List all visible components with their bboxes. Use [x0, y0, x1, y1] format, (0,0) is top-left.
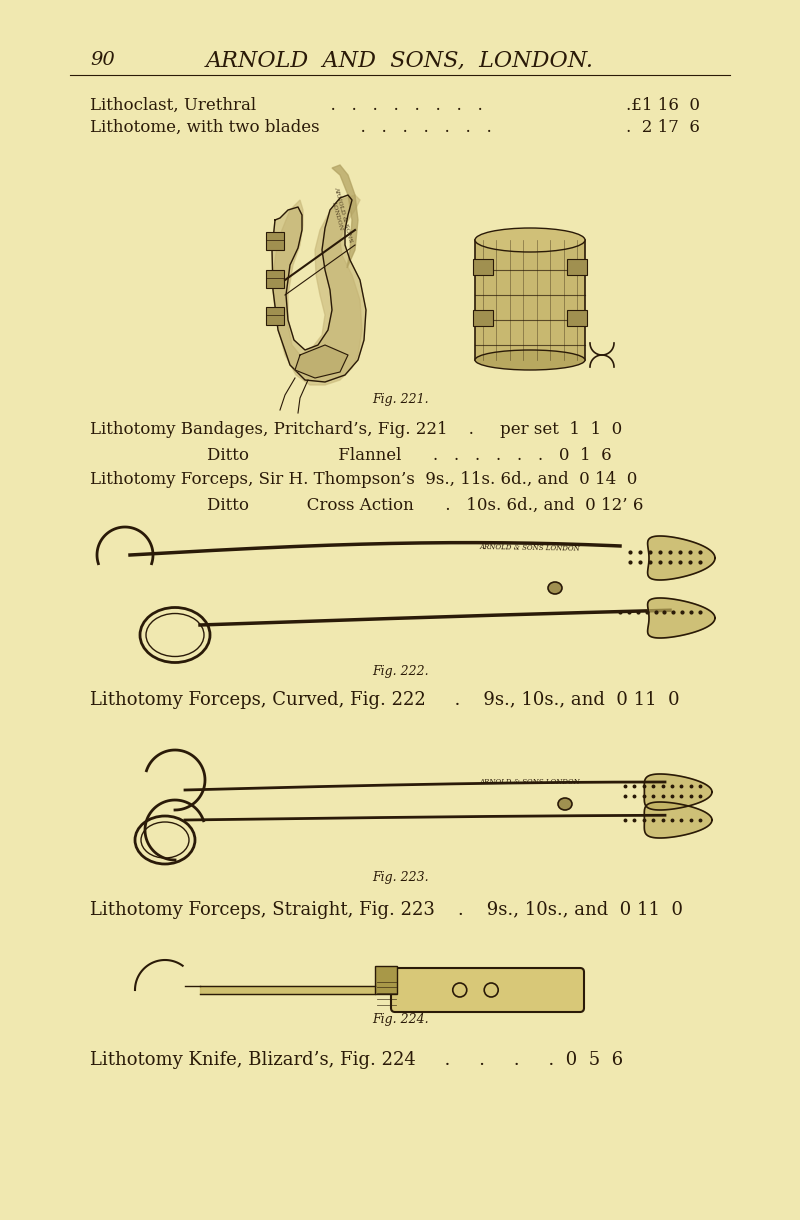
Text: Lithotome, with two blades: Lithotome, with two blades: [90, 118, 320, 135]
Polygon shape: [648, 598, 715, 638]
Bar: [567, 310, 587, 326]
Bar: [473, 310, 493, 326]
Polygon shape: [644, 802, 712, 838]
Text: ARNOLD & SONS
LONDON: ARNOLD & SONS LONDON: [327, 185, 353, 244]
Text: Fig. 224.: Fig. 224.: [372, 1014, 428, 1026]
Bar: [567, 259, 587, 274]
Polygon shape: [295, 345, 348, 378]
Text: Fig. 222.: Fig. 222.: [372, 665, 428, 678]
Bar: [475, 240, 585, 360]
Polygon shape: [332, 165, 358, 268]
Polygon shape: [272, 195, 362, 386]
Bar: [266, 232, 284, 250]
Text: Lithotomy Forceps, Straight, Fig. 223    .    9s., 10s., and  0 11  0: Lithotomy Forceps, Straight, Fig. 223 . …: [90, 902, 683, 919]
Text: Fig. 221.: Fig. 221.: [372, 394, 428, 406]
Ellipse shape: [475, 350, 585, 370]
Ellipse shape: [475, 228, 585, 253]
Bar: [375, 966, 397, 994]
Text: .   .   .   .   .   .   .: . . . . . . .: [350, 118, 492, 135]
FancyBboxPatch shape: [391, 967, 584, 1013]
Text: .£1 16  0: .£1 16 0: [626, 96, 700, 113]
Ellipse shape: [558, 798, 572, 810]
Text: 90: 90: [90, 51, 114, 70]
Bar: [266, 270, 284, 288]
Text: Lithotomy Bandages, Pritchard’s, Fig. 221    .     per set  1  1  0: Lithotomy Bandages, Pritchard’s, Fig. 22…: [90, 421, 622, 438]
Text: Lithotomy Knife, Blizard’s, Fig. 224     .     .     .     .  0  5  6: Lithotomy Knife, Blizard’s, Fig. 224 . .…: [90, 1050, 623, 1069]
Text: Ditto                 Flannel      .   .   .   .   .   .   0  1  6: Ditto Flannel . . . . . . 0 1 6: [165, 447, 612, 464]
Text: ARNOLD & SONS LONDON: ARNOLD & SONS LONDON: [480, 778, 580, 786]
Polygon shape: [648, 536, 715, 580]
Text: Lithotomy Forceps, Sir H. Thompson’s  9s., 11s. 6d., and  0 14  0: Lithotomy Forceps, Sir H. Thompson’s 9s.…: [90, 471, 638, 488]
Bar: [473, 259, 493, 274]
Polygon shape: [644, 773, 712, 810]
Text: .   .   .   .   .   .   .   .: . . . . . . . .: [320, 96, 482, 113]
Text: Ditto           Cross Action      .   10s. 6d., and  0 12’ 6: Ditto Cross Action . 10s. 6d., and 0 12’…: [165, 497, 643, 514]
Text: .  2 17  6: . 2 17 6: [626, 118, 700, 135]
Text: Lithotomy Forceps, Curved, Fig. 222     .    9s., 10s., and  0 11  0: Lithotomy Forceps, Curved, Fig. 222 . 9s…: [90, 691, 680, 709]
Text: Lithoclast, Urethral: Lithoclast, Urethral: [90, 96, 256, 113]
Bar: [266, 307, 284, 325]
Text: Fig. 223.: Fig. 223.: [372, 871, 428, 884]
Ellipse shape: [548, 582, 562, 594]
Text: ARNOLD & SONS LONDON: ARNOLD & SONS LONDON: [479, 543, 581, 553]
Polygon shape: [272, 195, 366, 382]
Text: ARNOLD  AND  SONS,  LONDON.: ARNOLD AND SONS, LONDON.: [206, 49, 594, 71]
